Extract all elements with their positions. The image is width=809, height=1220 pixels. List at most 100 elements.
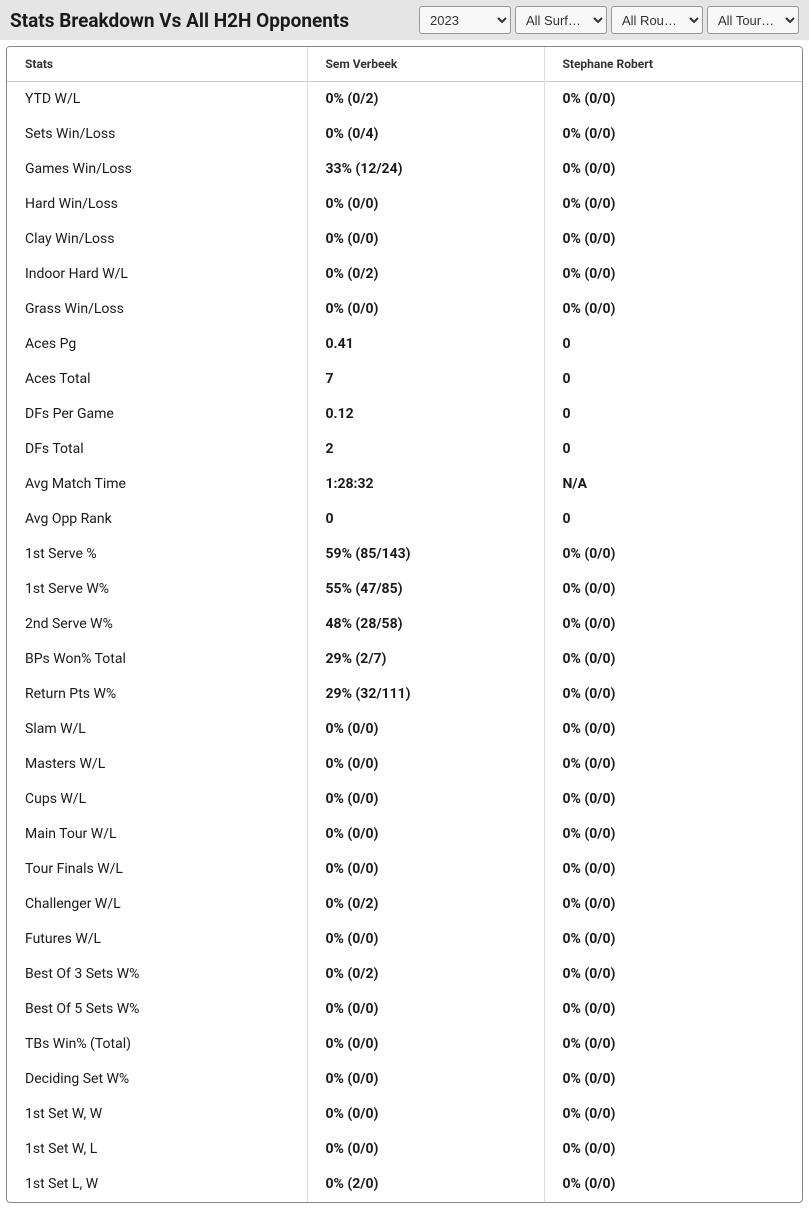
table-row: Slam W/L0% (0/0)0% (0/0) — [7, 712, 802, 747]
player1-value: 0% (0/0) — [307, 1062, 544, 1097]
player1-value: 1:28:32 — [307, 467, 544, 502]
player2-value: 0% (0/0) — [544, 607, 802, 642]
year-filter[interactable]: 2023 — [419, 6, 511, 34]
table-row: Aces Pg0.410 — [7, 327, 802, 362]
player1-value: 29% (2/7) — [307, 642, 544, 677]
stat-label: Best Of 5 Sets W% — [7, 992, 307, 1027]
stat-label: Challenger W/L — [7, 887, 307, 922]
player2-value: 0% (0/0) — [544, 852, 802, 887]
player2-value: 0% (0/0) — [544, 747, 802, 782]
stat-label: 1st Set L, W — [7, 1167, 307, 1202]
table-row: Aces Total70 — [7, 362, 802, 397]
stats-table: Stats Sem Verbeek Stephane Robert YTD W/… — [7, 47, 802, 1202]
player2-value: 0% (0/0) — [544, 782, 802, 817]
table-row: DFs Total20 — [7, 432, 802, 467]
table-row: 1st Set W, L0% (0/0)0% (0/0) — [7, 1132, 802, 1167]
stat-label: Cups W/L — [7, 782, 307, 817]
player1-value: 0% (0/4) — [307, 117, 544, 152]
table-row: Main Tour W/L0% (0/0)0% (0/0) — [7, 817, 802, 852]
player1-value: 29% (32/111) — [307, 677, 544, 712]
player1-value: 0% (0/2) — [307, 82, 544, 117]
table-row: 1st Set L, W0% (2/0)0% (0/0) — [7, 1167, 802, 1202]
table-row: BPs Won% Total29% (2/7)0% (0/0) — [7, 642, 802, 677]
stat-label: Tour Finals W/L — [7, 852, 307, 887]
player2-value: 0% (0/0) — [544, 572, 802, 607]
stats-column-header: Stats — [7, 47, 307, 82]
filter-group: 2023 All Surf… All Rou… All Tour… — [419, 6, 799, 34]
player1-value: 59% (85/143) — [307, 537, 544, 572]
stat-label: BPs Won% Total — [7, 642, 307, 677]
player2-value: 0 — [544, 397, 802, 432]
player2-value: 0% (0/0) — [544, 957, 802, 992]
stat-label: 1st Serve W% — [7, 572, 307, 607]
table-row: Return Pts W%29% (32/111)0% (0/0) — [7, 677, 802, 712]
player1-value: 0% (0/0) — [307, 1132, 544, 1167]
player1-value: 0% (0/0) — [307, 782, 544, 817]
player1-value: 0% (0/0) — [307, 187, 544, 222]
player2-value: 0% (0/0) — [544, 187, 802, 222]
table-row: 1st Serve W%55% (47/85)0% (0/0) — [7, 572, 802, 607]
stat-label: Aces Pg — [7, 327, 307, 362]
stat-label: Main Tour W/L — [7, 817, 307, 852]
player2-value: 0% (0/0) — [544, 537, 802, 572]
stat-label: Games Win/Loss — [7, 152, 307, 187]
player1-value: 2 — [307, 432, 544, 467]
tour-filter[interactable]: All Tour… — [707, 6, 799, 34]
table-row: Deciding Set W%0% (0/0)0% (0/0) — [7, 1062, 802, 1097]
stat-label: Deciding Set W% — [7, 1062, 307, 1097]
player1-column-header: Sem Verbeek — [307, 47, 544, 82]
player1-value: 0 — [307, 502, 544, 537]
player2-value: 0% (0/0) — [544, 992, 802, 1027]
table-header-row: Stats Sem Verbeek Stephane Robert — [7, 47, 802, 82]
player2-value: N/A — [544, 467, 802, 502]
player2-value: 0% (0/0) — [544, 152, 802, 187]
table-row: 2nd Serve W%48% (28/58)0% (0/0) — [7, 607, 802, 642]
table-row: Avg Match Time1:28:32N/A — [7, 467, 802, 502]
stat-label: DFs Total — [7, 432, 307, 467]
player1-value: 48% (28/58) — [307, 607, 544, 642]
stat-label: Clay Win/Loss — [7, 222, 307, 257]
player2-value: 0% (0/0) — [544, 82, 802, 117]
player1-value: 0% (2/0) — [307, 1167, 544, 1202]
player1-value: 33% (12/24) — [307, 152, 544, 187]
player2-value: 0% (0/0) — [544, 222, 802, 257]
stat-label: Futures W/L — [7, 922, 307, 957]
player1-value: 0% (0/2) — [307, 957, 544, 992]
player1-value: 0% (0/0) — [307, 222, 544, 257]
stat-label: Return Pts W% — [7, 677, 307, 712]
player2-value: 0% (0/0) — [544, 677, 802, 712]
player1-value: 7 — [307, 362, 544, 397]
stat-label: Indoor Hard W/L — [7, 257, 307, 292]
table-row: Tour Finals W/L0% (0/0)0% (0/0) — [7, 852, 802, 887]
header-bar: Stats Breakdown Vs All H2H Opponents 202… — [0, 0, 809, 40]
player2-value: 0% (0/0) — [544, 1132, 802, 1167]
stat-label: Avg Opp Rank — [7, 502, 307, 537]
player2-value: 0% (0/0) — [544, 117, 802, 152]
table-row: Best Of 5 Sets W%0% (0/0)0% (0/0) — [7, 992, 802, 1027]
round-filter[interactable]: All Rou… — [611, 6, 703, 34]
stats-table-container: Stats Sem Verbeek Stephane Robert YTD W/… — [6, 46, 803, 1203]
stat-label: Masters W/L — [7, 747, 307, 782]
player1-value: 0.12 — [307, 397, 544, 432]
stat-label: 1st Set W, W — [7, 1097, 307, 1132]
table-row: 1st Serve %59% (85/143)0% (0/0) — [7, 537, 802, 572]
player2-value: 0% (0/0) — [544, 1062, 802, 1097]
table-row: Hard Win/Loss0% (0/0)0% (0/0) — [7, 187, 802, 222]
table-row: Games Win/Loss33% (12/24)0% (0/0) — [7, 152, 802, 187]
player2-column-header: Stephane Robert — [544, 47, 802, 82]
player1-value: 0.41 — [307, 327, 544, 362]
player1-value: 0% (0/0) — [307, 1027, 544, 1062]
stat-label: Hard Win/Loss — [7, 187, 307, 222]
player1-value: 0% (0/0) — [307, 992, 544, 1027]
player1-value: 0% (0/0) — [307, 852, 544, 887]
surface-filter[interactable]: All Surf… — [515, 6, 607, 34]
stat-label: Slam W/L — [7, 712, 307, 747]
stat-label: 2nd Serve W% — [7, 607, 307, 642]
table-row: Masters W/L0% (0/0)0% (0/0) — [7, 747, 802, 782]
player2-value: 0 — [544, 327, 802, 362]
player2-value: 0 — [544, 432, 802, 467]
player2-value: 0% (0/0) — [544, 712, 802, 747]
player2-value: 0 — [544, 362, 802, 397]
player1-value: 0% (0/0) — [307, 292, 544, 327]
player2-value: 0% (0/0) — [544, 1167, 802, 1202]
